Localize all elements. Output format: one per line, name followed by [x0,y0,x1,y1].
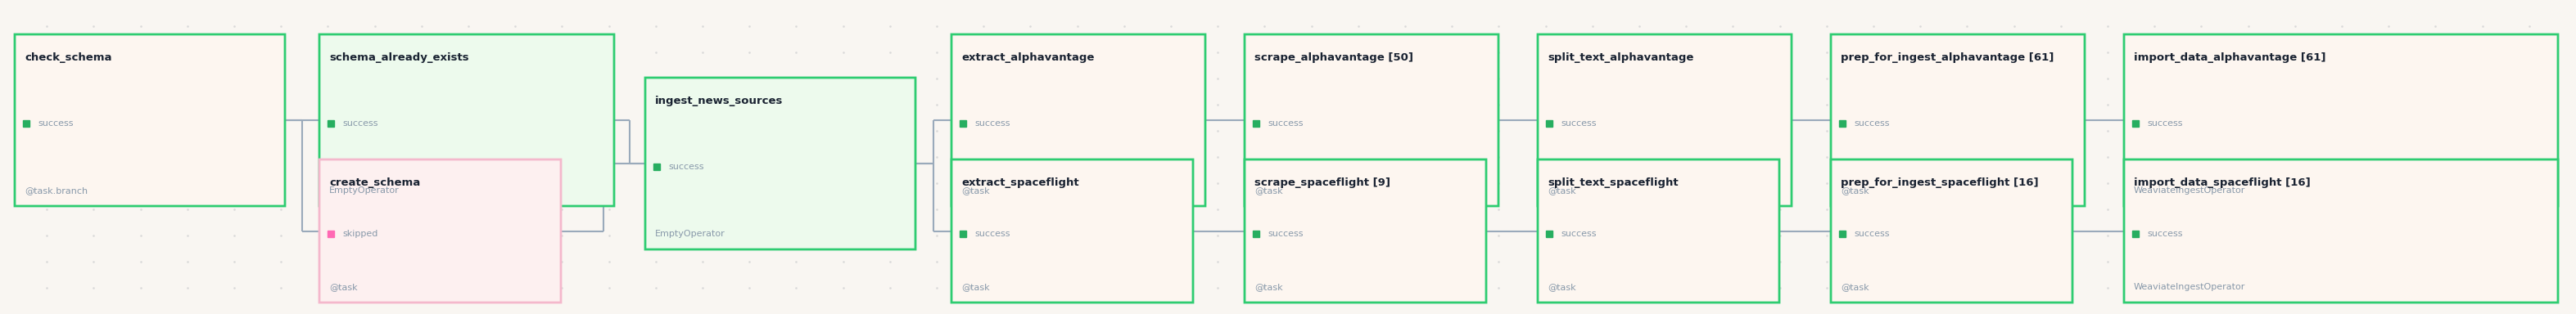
Text: split_text_alphavantage: split_text_alphavantage [1548,52,1692,63]
Text: check_schema: check_schema [26,52,111,63]
Text: success: success [2146,120,2182,128]
Text: @task: @task [1548,187,1577,195]
Text: import_data_spaceflight [16]: import_data_spaceflight [16] [2133,177,2311,188]
Text: WeaviateIngestOperator: WeaviateIngestOperator [2133,283,2246,291]
FancyBboxPatch shape [1244,160,1486,303]
Text: WeaviateIngestOperator: WeaviateIngestOperator [2133,187,2246,195]
Text: @task: @task [1255,187,1283,195]
Text: @task: @task [1842,283,1870,291]
Text: success: success [1561,230,1597,238]
FancyBboxPatch shape [1832,160,2074,303]
FancyBboxPatch shape [951,160,1193,303]
Text: success: success [1855,230,1888,238]
Text: success: success [39,120,72,128]
FancyBboxPatch shape [1538,160,1780,303]
Text: @task: @task [961,187,989,195]
FancyBboxPatch shape [15,34,286,206]
Text: extract_alphavantage: extract_alphavantage [961,52,1095,63]
FancyBboxPatch shape [1538,34,1790,206]
Text: split_text_spaceflight: split_text_spaceflight [1548,177,1680,188]
Text: @task: @task [1548,283,1577,291]
FancyBboxPatch shape [644,78,914,249]
Text: success: success [974,230,1010,238]
Text: @task: @task [961,283,989,291]
Text: success: success [2146,230,2182,238]
Text: success: success [343,120,379,128]
FancyBboxPatch shape [951,34,1206,206]
Text: @task.branch: @task.branch [26,187,88,195]
Text: ingest_news_sources: ingest_news_sources [654,96,783,106]
Text: extract_spaceflight: extract_spaceflight [961,177,1079,188]
Text: scrape_spaceflight [9]: scrape_spaceflight [9] [1255,177,1391,188]
Text: schema_already_exists: schema_already_exists [330,52,469,63]
Text: EmptyOperator: EmptyOperator [654,230,726,238]
Text: scrape_alphavantage [50]: scrape_alphavantage [50] [1255,52,1414,63]
Text: @task: @task [1842,187,1870,195]
FancyBboxPatch shape [2125,160,2558,303]
Text: prep_for_ingest_spaceflight [16]: prep_for_ingest_spaceflight [16] [1842,177,2038,188]
FancyBboxPatch shape [1244,34,1499,206]
FancyBboxPatch shape [1832,34,2084,206]
Text: success: success [1855,120,1888,128]
Text: success: success [1267,230,1303,238]
Text: skipped: skipped [343,230,379,238]
Text: success: success [974,120,1010,128]
Text: @task: @task [330,283,358,291]
Text: create_schema: create_schema [330,177,420,188]
Text: success: success [667,163,703,171]
FancyBboxPatch shape [2125,34,2558,206]
FancyBboxPatch shape [319,34,613,206]
Text: success: success [1267,120,1303,128]
Text: prep_for_ingest_alphavantage [61]: prep_for_ingest_alphavantage [61] [1842,52,2053,63]
Text: @task: @task [1255,283,1283,291]
Text: EmptyOperator: EmptyOperator [330,187,399,195]
Text: import_data_alphavantage [61]: import_data_alphavantage [61] [2133,52,2326,63]
FancyBboxPatch shape [319,160,562,303]
Text: success: success [1561,120,1597,128]
